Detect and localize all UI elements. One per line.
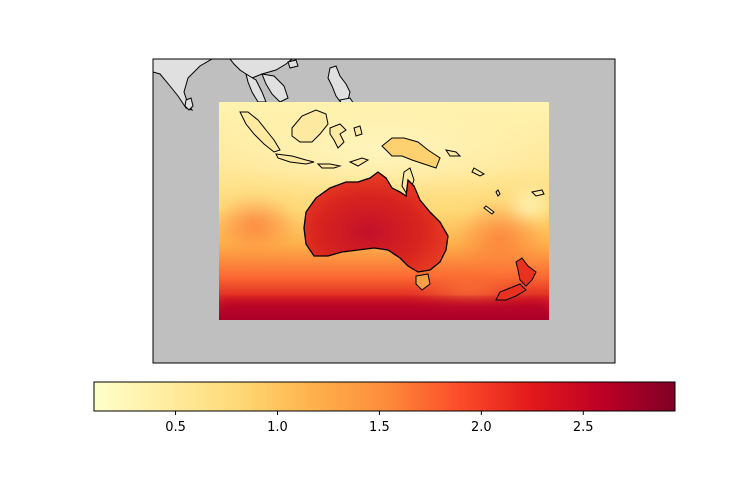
- india-landmass: [153, 59, 213, 111]
- timor: [348, 157, 370, 167]
- sri-lanka: [184, 97, 194, 111]
- fiji: [530, 189, 545, 197]
- solomon-islands: [471, 167, 486, 177]
- colorbar-ticks: 0.5 1.0 1.5 2.0 2.5: [165, 411, 594, 435]
- colorbar-tick-label: 1.0: [267, 420, 288, 435]
- new-caledonia: [483, 205, 495, 215]
- colorbar-tick-label: 1.5: [369, 420, 390, 435]
- colorbar-gradient: [93, 381, 676, 412]
- australia: [303, 171, 449, 273]
- new-zealand-north: [515, 257, 537, 287]
- maluku: [353, 125, 363, 137]
- colorbar: 0.5 1.0 1.5 2.0 2.5: [93, 381, 676, 435]
- sulawesi: [329, 123, 347, 149]
- vanuatu: [495, 189, 501, 197]
- vietnam-coast: [261, 73, 289, 103]
- map-axes-frame: [152, 58, 616, 364]
- colorbar-tick-label: 0.5: [165, 420, 186, 435]
- new-britain: [444, 149, 462, 157]
- new-zealand-south: [495, 283, 527, 301]
- borneo: [291, 109, 329, 143]
- islands: [239, 109, 545, 215]
- colorbar-tick-label: 2.5: [573, 420, 594, 435]
- colorbar-tick-label: 2.0: [471, 420, 492, 435]
- sumatra: [239, 111, 281, 153]
- lesser-sunda: [316, 163, 342, 169]
- tasmania: [415, 273, 431, 291]
- hainan: [287, 59, 299, 69]
- java: [275, 153, 315, 165]
- new-guinea: [381, 137, 441, 169]
